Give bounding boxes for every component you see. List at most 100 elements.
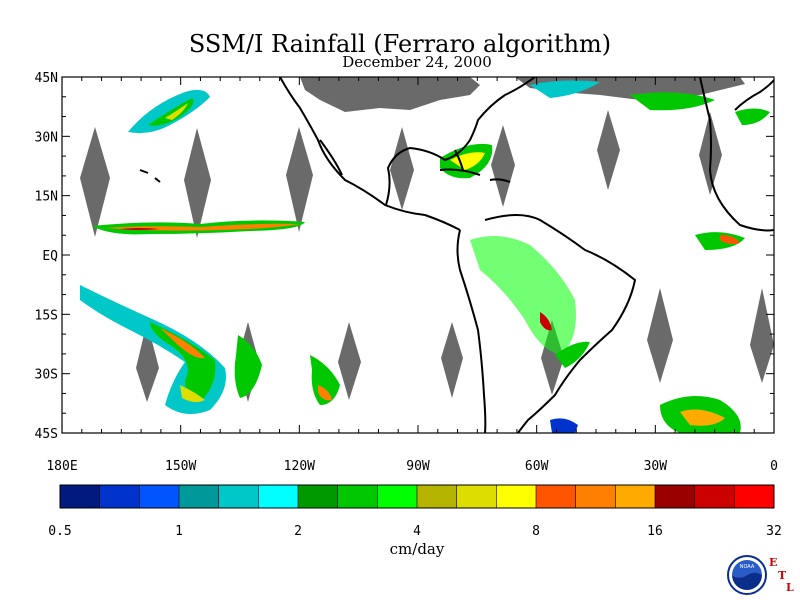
rain-south-atlantic-core — [680, 409, 725, 426]
colorbar-swatch — [536, 485, 577, 508]
coast-europe — [734, 79, 774, 111]
coast-africa-west — [699, 77, 774, 232]
lon-label: 180E — [46, 459, 77, 474]
etl-letter-e: E — [769, 556, 777, 569]
lat-label: 30S — [35, 368, 58, 383]
colorbar-tick-label: 2 — [294, 524, 302, 539]
latitude-labels: 45N 30N 15N EQ 15S 30S 45S — [35, 71, 59, 442]
lon-label: 60W — [525, 459, 549, 474]
rain-gulf-of-guinea — [695, 232, 745, 250]
colorbar-swatch — [615, 485, 656, 508]
longitude-labels: 180E 150W 120W 90W 60W 30W 0 — [46, 459, 778, 474]
colorbar-swatch — [218, 485, 259, 508]
colorbar-swatch — [377, 485, 418, 508]
coast-south-america — [456, 229, 487, 433]
rain-patagonia — [550, 418, 578, 433]
colorbar-tick-label: 16 — [647, 524, 663, 539]
lon-label: 0 — [770, 459, 778, 474]
lon-label: 30W — [644, 459, 668, 474]
swath-gap — [390, 127, 414, 210]
swath-gap — [338, 322, 361, 400]
map-area — [62, 77, 774, 433]
colorbar — [59, 484, 775, 509]
chart-date: December 24, 2000 — [342, 53, 492, 71]
colorbar-swatch — [337, 485, 378, 508]
lat-label: 30N — [35, 130, 58, 145]
rain-sub-pacific — [310, 355, 340, 405]
colorbar-swatch — [139, 485, 180, 508]
rain-sub-pacific-high — [318, 385, 332, 401]
lat-label: 45S — [35, 427, 58, 442]
coast-florida — [454, 149, 464, 171]
noaa-logo-text: NOAA — [740, 564, 755, 570]
coast-south-america-east — [484, 214, 637, 433]
lat-label: EQ — [42, 249, 58, 264]
rain-brazil-coast — [555, 341, 590, 368]
coast-hispaniola — [489, 178, 511, 183]
colorbar-swatch — [694, 485, 735, 508]
colorbar-swatch — [417, 485, 458, 508]
colorbar-swatch — [575, 485, 616, 508]
lon-label: 120W — [284, 459, 315, 474]
noaa-logo-water — [732, 572, 762, 590]
swath-gap — [80, 127, 110, 237]
colorbar-swatch — [179, 485, 220, 508]
colorbar-swatch — [655, 485, 696, 508]
swath-gap — [441, 322, 463, 398]
rain-north-pacific-high — [165, 103, 188, 120]
colorbar-swatch — [298, 485, 339, 508]
map-ticks — [61, 76, 775, 434]
lat-label: 15S — [35, 308, 58, 323]
colorbar-tick-label: 1 — [175, 524, 183, 539]
colorbar-labels: 0.5 1 2 4 8 16 32 — [48, 524, 782, 539]
lon-label: 150W — [165, 459, 196, 474]
rain-itcz-high — [120, 228, 160, 230]
colorbar-swatch — [456, 485, 497, 508]
rain-spcz-low — [180, 385, 205, 403]
colorbar-unit: cm/day — [389, 540, 445, 558]
rain-north-pacific-core — [148, 98, 194, 126]
coast-north-america-west — [279, 77, 461, 231]
rain-spcz-high — [160, 328, 205, 359]
colorbar-swatch — [99, 485, 140, 508]
coast-baja — [319, 139, 343, 176]
etl-letter-l: L — [786, 581, 794, 594]
etl-letter-t: T — [778, 569, 787, 582]
rain-amazon-core — [540, 312, 552, 331]
colorbar-tick-label: 4 — [413, 524, 421, 539]
rainfall-patches — [80, 80, 770, 433]
rain-spcz-core — [150, 322, 216, 402]
colorbar-tick-label: 8 — [532, 524, 540, 539]
swath-gap — [184, 128, 211, 238]
colorbar-swatch — [60, 485, 101, 508]
colorbar-tick-label: 0.5 — [48, 524, 71, 539]
lon-label: 90W — [406, 459, 430, 474]
rain-north-atlantic-3 — [735, 108, 770, 125]
coast-hawaii — [139, 169, 161, 183]
rain-north-atlantic-2 — [630, 92, 715, 111]
rain-gulf-of-guinea-core — [720, 235, 740, 244]
swath-gap — [647, 288, 673, 383]
colorbar-swatch — [734, 485, 775, 508]
rain-east-pacific — [234, 335, 262, 398]
colorbar-swatch — [496, 485, 537, 508]
lat-label: 45N — [35, 71, 58, 86]
northern-no-data — [300, 77, 480, 112]
coast-cuba — [439, 168, 481, 176]
coastlines — [139, 77, 774, 433]
lat-label: 15N — [35, 190, 58, 205]
coast-gulf-of-mexico — [385, 77, 536, 206]
colorbar-tick-label: 32 — [766, 524, 782, 539]
swath-gap — [597, 110, 620, 190]
swath-gap — [136, 322, 159, 402]
swath-gap — [491, 125, 515, 207]
noaa-logo-bird — [732, 560, 762, 578]
rain-north-atlantic — [530, 80, 600, 98]
swath-gap — [286, 127, 313, 232]
colorbar-swatch — [258, 485, 299, 508]
swath-gap — [750, 288, 774, 383]
noaa-etl-logo: NOAA E T L — [727, 555, 794, 595]
chart-title: SSM/I Rainfall (Ferraro algorithm) — [188, 30, 612, 58]
map-content — [80, 77, 774, 433]
